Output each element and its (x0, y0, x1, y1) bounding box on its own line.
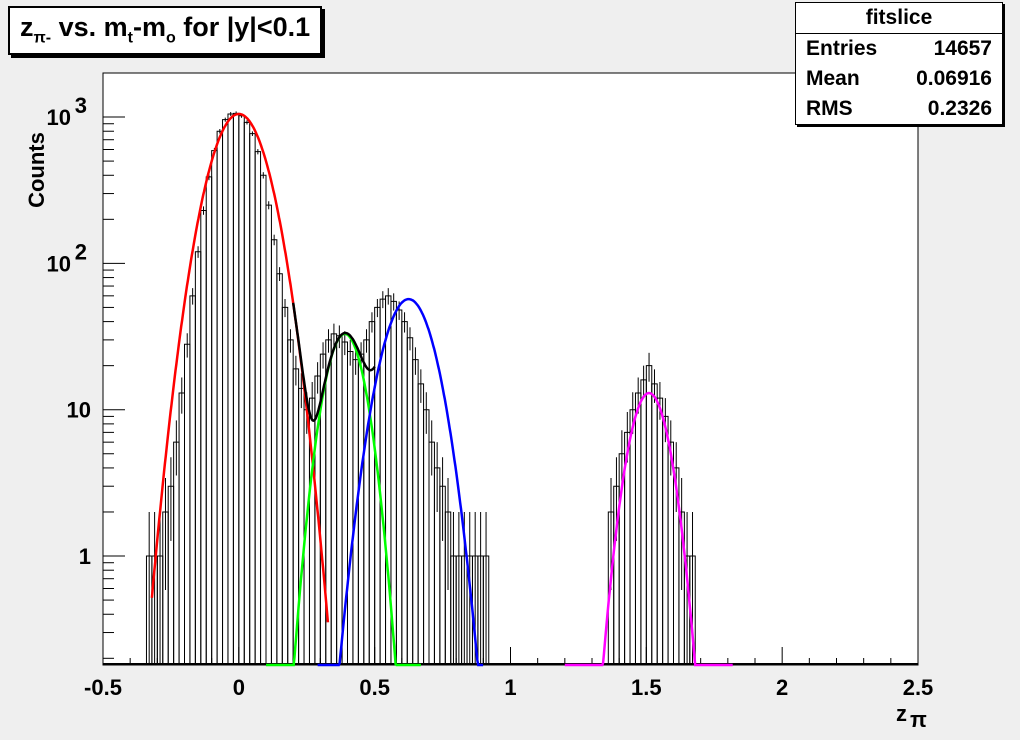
chart-title: zπ- vs. mt-mo for |y|<0.1 (8, 6, 323, 56)
title-mid: vs. m (51, 12, 128, 42)
x-tick-label-1: 0 (233, 675, 245, 700)
title-main-sub: π- (33, 29, 52, 47)
x-tick-label-6: 2.5 (903, 675, 934, 700)
stats-rms-value: 0.2326 (927, 97, 992, 120)
stats-row-rms: RMS 0.2326 (796, 94, 1002, 124)
title-dash: -m (132, 12, 166, 42)
total-fit-curve (291, 302, 376, 423)
stats-title: fitslice (796, 3, 1002, 34)
stats-entries-value: 14657 (933, 37, 992, 60)
x-axis-title-sub: π (910, 707, 927, 732)
y-axis-title: Counts (24, 132, 49, 208)
stats-entries-label: Entries (806, 37, 878, 60)
stats-box: fitslice Entries 14657 Mean 0.06916 RMS … (795, 2, 1003, 125)
y-tick-label-2: 10 (47, 251, 71, 276)
y-tick-label-3: 10 (47, 105, 71, 130)
stats-rms-label: RMS (806, 97, 853, 120)
x-tick-label-3: 1 (504, 675, 516, 700)
title-main: z (20, 12, 34, 42)
y-tick-label-0: 1 (79, 544, 91, 569)
title-dash-sub: o (165, 29, 176, 47)
x-tick-label-5: 2 (776, 675, 788, 700)
x-tick-label-0: -0.5 (84, 675, 122, 700)
stats-row-mean: Mean 0.06916 (796, 64, 1002, 94)
fit-curve-2 (317, 297, 484, 667)
stats-mean-label: Mean (806, 67, 860, 90)
title-tail: for |y|<0.1 (175, 12, 311, 42)
plot-frame (102, 72, 919, 666)
y-tick-exp-2: 2 (75, 239, 87, 264)
fit-curve-3 (564, 391, 733, 667)
x-tick-label-4: 1.5 (631, 675, 662, 700)
stats-mean-value: 0.06916 (916, 67, 992, 90)
title-mid-sub: t (127, 29, 133, 47)
stats-row-entries: Entries 14657 (796, 34, 1002, 64)
y-tick-exp-3: 3 (75, 93, 87, 118)
x-axis-title: z (896, 701, 907, 726)
x-tick-label-2: 0.5 (359, 675, 390, 700)
y-tick-label-1: 10 (67, 398, 91, 423)
